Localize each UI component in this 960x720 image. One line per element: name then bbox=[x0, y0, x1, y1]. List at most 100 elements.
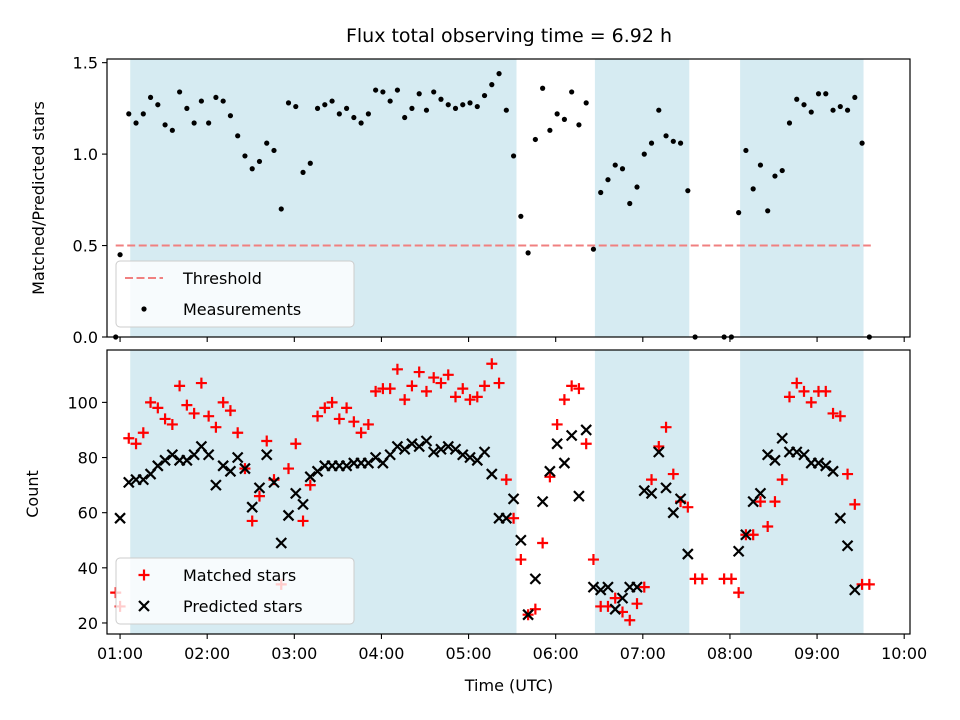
legend-box bbox=[115, 260, 355, 328]
matched-star-point bbox=[631, 598, 643, 610]
measurement-point bbox=[249, 166, 255, 172]
measurement-point bbox=[235, 133, 241, 139]
measurement-point bbox=[213, 94, 219, 101]
bottom-y-tick-label: 80 bbox=[78, 449, 98, 468]
measurement-point bbox=[532, 136, 538, 143]
measurement-point bbox=[227, 113, 234, 119]
predicted-star-point bbox=[289, 487, 302, 500]
measurement-point bbox=[677, 140, 684, 146]
predicted-star-point bbox=[224, 465, 237, 478]
matched-star-point bbox=[391, 363, 403, 375]
matched-star-point bbox=[551, 418, 563, 430]
measurement-point bbox=[612, 162, 618, 168]
measurement-point bbox=[540, 85, 546, 91]
measurement-point bbox=[503, 107, 509, 113]
matched-star-point bbox=[195, 377, 207, 389]
measurement-point bbox=[423, 107, 430, 113]
predicted-star-point bbox=[740, 528, 752, 541]
top-y-tick-label: 0.0 bbox=[73, 328, 98, 347]
matched-star-point bbox=[725, 573, 737, 585]
predicted-star-point bbox=[500, 512, 513, 524]
predicted-star-point bbox=[268, 476, 280, 489]
predicted-star-point bbox=[478, 446, 491, 458]
predicted-star-point bbox=[297, 498, 309, 511]
measurement-point bbox=[177, 89, 183, 95]
matched-star-point bbox=[464, 394, 476, 406]
matched-star-point bbox=[130, 438, 142, 450]
matched-star-point bbox=[500, 474, 512, 486]
measurement-point bbox=[336, 111, 342, 117]
matched-star-point bbox=[188, 407, 200, 419]
predicted-star-point bbox=[406, 437, 418, 450]
measurement-point bbox=[561, 116, 568, 122]
predicted-star-point bbox=[609, 603, 622, 615]
bottom-x-tick-label: 04:00 bbox=[358, 644, 404, 663]
measurement-point bbox=[794, 96, 800, 102]
predicted-star-point bbox=[616, 592, 629, 604]
measurement-point bbox=[757, 162, 764, 168]
measurement-point bbox=[743, 147, 749, 154]
matched-star-point bbox=[762, 520, 774, 532]
measurement-point bbox=[242, 153, 248, 159]
measurement-point bbox=[663, 133, 669, 139]
matched-star-point bbox=[123, 432, 135, 444]
measurement-point bbox=[184, 105, 190, 111]
matched-star-point bbox=[471, 391, 483, 403]
measurement-point bbox=[351, 114, 357, 121]
matched-star-point bbox=[696, 573, 708, 585]
measurement-point bbox=[409, 105, 415, 111]
matched-star-point bbox=[261, 435, 273, 447]
predicted-star-point bbox=[152, 460, 164, 472]
measurement-point bbox=[147, 94, 154, 101]
matched-star-point bbox=[842, 468, 854, 480]
predicted-star-point bbox=[580, 424, 592, 436]
measurement-point bbox=[859, 140, 865, 146]
matched-star-point bbox=[624, 614, 636, 626]
measurement-point bbox=[452, 105, 459, 111]
predicted-star-point bbox=[820, 460, 832, 472]
bottom-legend: Matched stars Predicted stars bbox=[115, 557, 355, 625]
legend-label: Matched stars bbox=[183, 566, 296, 585]
top-y-tick-label: 0.5 bbox=[73, 237, 98, 256]
predicted-star-point bbox=[507, 493, 520, 505]
predicted-star-point bbox=[231, 451, 244, 464]
measurement-point bbox=[619, 166, 626, 172]
matched-star-point bbox=[181, 399, 193, 411]
measurement-point bbox=[191, 120, 197, 126]
matched-star-point bbox=[457, 383, 469, 395]
matched-star-point bbox=[355, 427, 367, 439]
legend-box bbox=[115, 557, 355, 625]
matched-star-point bbox=[333, 413, 345, 425]
measurement-point bbox=[518, 213, 524, 219]
predicted-star-point bbox=[398, 443, 411, 456]
matched-star-point bbox=[137, 427, 149, 439]
matched-star-point bbox=[152, 402, 164, 414]
measurement-point bbox=[293, 103, 299, 110]
matched-star-point bbox=[159, 413, 171, 425]
predicted-star-point bbox=[638, 484, 651, 497]
measurement-point bbox=[779, 167, 785, 174]
legend-label: Threshold bbox=[182, 269, 262, 288]
predicted-star-point bbox=[210, 479, 222, 491]
measurement-point bbox=[598, 189, 604, 196]
measurement-point bbox=[569, 89, 575, 95]
predicted-star-point bbox=[602, 581, 614, 593]
matched-star-point bbox=[508, 512, 520, 524]
measurement-point bbox=[271, 147, 277, 154]
measurement-point bbox=[198, 98, 204, 104]
predicted-star-point bbox=[551, 437, 563, 450]
matched-star-point bbox=[646, 474, 658, 486]
matched-star-point bbox=[515, 554, 527, 566]
predicted-star-point bbox=[166, 448, 179, 461]
bottom-panel-count-plot: 20 40 60 80 100 01:00 02:00 03:00 04:00 05:00 06:0… bbox=[67, 349, 927, 663]
measurement-point bbox=[402, 114, 408, 121]
matched-star-point bbox=[166, 418, 178, 430]
matched-star-point bbox=[217, 396, 229, 408]
predicted-star-point bbox=[667, 506, 680, 519]
matched-star-point bbox=[486, 358, 498, 370]
matched-star-point bbox=[754, 496, 766, 508]
matched-star-point bbox=[362, 418, 374, 430]
measurement-point bbox=[264, 140, 270, 146]
measurement-point bbox=[278, 206, 284, 212]
